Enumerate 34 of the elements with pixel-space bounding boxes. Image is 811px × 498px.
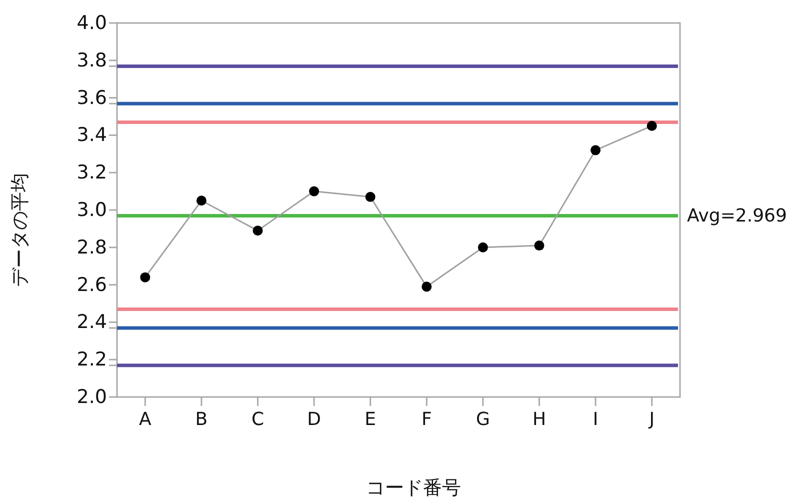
x-tick-label: B <box>195 409 208 430</box>
y-tick-label: 2.8 <box>76 236 107 258</box>
point <box>309 186 320 196</box>
y-tick-label: 3.4 <box>76 124 107 146</box>
point <box>478 242 488 252</box>
point <box>140 272 150 282</box>
y-tick-label: 2.6 <box>76 274 107 296</box>
point <box>422 282 432 292</box>
x-tick-label: E <box>364 409 376 430</box>
x-tick-label: A <box>138 409 152 430</box>
y-tick-label: 2.0 <box>76 386 107 408</box>
x-tick-label: G <box>476 409 490 430</box>
point <box>590 145 601 156</box>
x-tick-label: C <box>251 409 264 430</box>
point <box>365 192 376 202</box>
point <box>252 226 263 236</box>
x-tick-label: J <box>648 409 655 430</box>
x-tick-label: I <box>592 409 598 430</box>
y-tick-label: 3.0 <box>76 199 107 221</box>
y-tick-label: 3.6 <box>76 86 107 109</box>
y-axis-title: データの平均 <box>9 173 31 287</box>
point <box>534 240 544 251</box>
point <box>646 120 657 131</box>
point <box>196 196 206 206</box>
ref-line-label: Avg=2.969 <box>687 205 787 226</box>
y-tick-label: 2.2 <box>76 348 107 371</box>
y-tick-label: 2.4 <box>76 311 107 334</box>
x-axis-title: コード番号 <box>366 477 461 498</box>
y-tick-label: 3.8 <box>76 49 107 72</box>
x-tick-label: D <box>307 409 321 430</box>
x-tick-label: F <box>421 409 432 430</box>
y-tick-label: 4.0 <box>76 12 107 34</box>
y-tick-label: 3.2 <box>76 162 107 184</box>
x-tick-label: H <box>532 409 546 430</box>
